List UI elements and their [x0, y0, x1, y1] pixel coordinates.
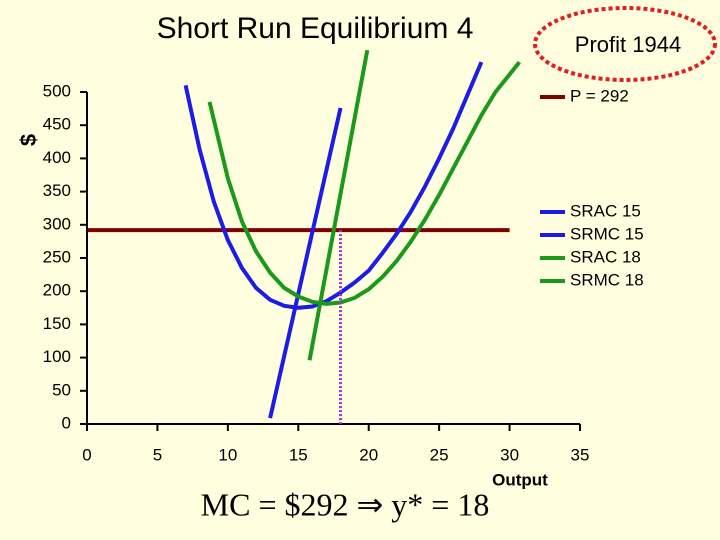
x-tick-label: 20: [359, 445, 378, 464]
y-axis-label: $: [16, 134, 41, 146]
legend-label: SRAC 15: [570, 201, 641, 220]
x-axis-label: Output: [492, 470, 548, 489]
legend-label: SRMC 18: [570, 270, 644, 289]
x-tick-label: 15: [289, 445, 308, 464]
y-tick-label: 150: [43, 314, 71, 333]
y-tick-label: 300: [43, 214, 71, 233]
y-tick-label: 500: [43, 81, 71, 100]
series-line: [183, 61, 484, 310]
series-line: [268, 107, 343, 419]
legend-label: P = 292: [570, 86, 629, 105]
legend-label: SRMC 15: [570, 224, 644, 243]
y-tick-label: 450: [43, 115, 71, 134]
x-tick-label: 30: [500, 445, 519, 464]
y-tick-label: 250: [43, 247, 71, 266]
y-tick-label: 50: [52, 380, 71, 399]
y-tick-label: 100: [43, 347, 71, 366]
x-tick-label: 5: [153, 445, 162, 464]
series-line: [207, 60, 521, 306]
y-tick-label: 200: [43, 281, 71, 300]
annotation: Profit 1944: [575, 32, 681, 57]
plot-area: [87, 50, 521, 419]
legend-label: SRAC 18: [570, 247, 641, 266]
chart-title: Short Run Equilibrium 4: [157, 12, 474, 45]
footer: MC = $292 ⇒ y* = 18: [201, 486, 490, 522]
x-tick-label: 0: [82, 445, 91, 464]
x-tick-label: 25: [430, 445, 449, 464]
x-tick-label: 10: [218, 445, 237, 464]
y-tick-label: 400: [43, 148, 71, 167]
y-tick-label: 350: [43, 181, 71, 200]
x-tick-label: 35: [571, 445, 590, 464]
series-line: [307, 50, 370, 361]
y-tick-label: 0: [62, 413, 71, 432]
highlight-ellipse: [533, 6, 717, 82]
